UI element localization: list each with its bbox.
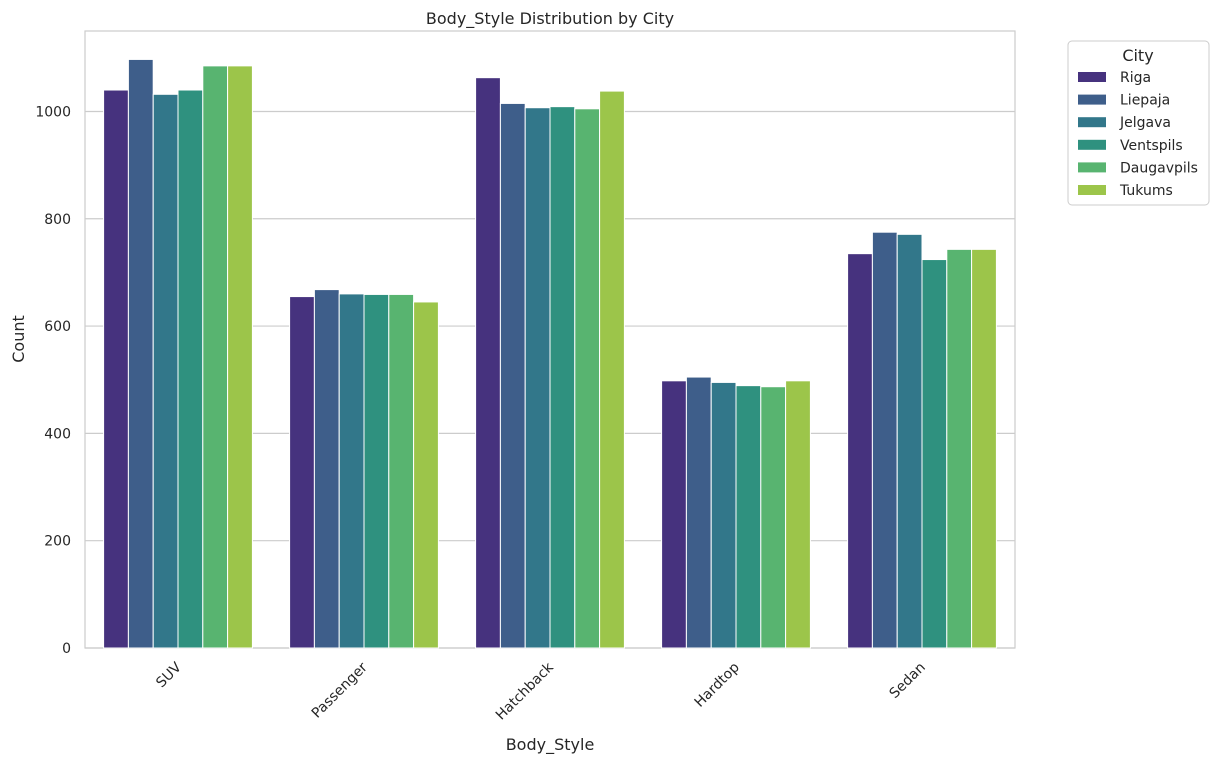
bar-hardtop-jelgava [710, 381, 737, 649]
bars [103, 58, 997, 649]
bar-hatchback-riga [475, 77, 501, 649]
legend-swatch [1078, 185, 1106, 195]
bar-suv-liepaja [127, 58, 154, 649]
chart-title: Body_Style Distribution by City [426, 9, 674, 29]
y-tick-label: 0 [62, 641, 71, 657]
bar-sedan-jelgava [896, 233, 923, 649]
legend-label: Liepaja [1120, 93, 1170, 109]
bar-passenger-ventspils [363, 293, 390, 649]
bar-hatchback-daugavpils [574, 108, 601, 649]
legend-label: Tukums [1119, 183, 1173, 199]
bar-hatchback-ventspils [549, 106, 576, 649]
bar-suv-tukums [227, 65, 253, 649]
x-tick-label: Sedan [887, 660, 929, 702]
legend-label: Riga [1120, 70, 1151, 86]
bar-sedan-ventspils [921, 259, 948, 649]
x-tick-label: SUV [153, 659, 185, 691]
legend-label: Daugavpils [1120, 160, 1198, 176]
legend-label: Ventspils [1120, 138, 1183, 154]
x-axis-title: Body_Style [506, 735, 595, 755]
y-tick-label: 600 [44, 319, 71, 335]
bar-passenger-tukums [413, 301, 439, 649]
x-tick-label: Hatchback [493, 659, 558, 724]
bar-suv-daugavpils [202, 65, 229, 649]
y-axis-title: Count [9, 315, 28, 363]
bar-hardtop-tukums [785, 380, 811, 649]
bar-hardtop-riga [661, 380, 687, 649]
y-axis-ticks: 0 200 400 600 800 1000 [35, 104, 71, 657]
legend-swatch [1078, 94, 1106, 105]
legend-swatch [1078, 139, 1106, 150]
bar-sedan-daugavpils [946, 248, 973, 649]
x-tick-label: Passenger [309, 659, 371, 721]
bar-passenger-jelgava [338, 293, 365, 649]
legend-label: Jelgava [1119, 115, 1171, 131]
legend-title: City [1122, 46, 1153, 65]
y-tick-label: 800 [44, 212, 71, 228]
bar-sedan-tukums [971, 248, 997, 649]
y-tick-label: 400 [44, 426, 71, 442]
bar-passenger-daugavpils [388, 293, 415, 649]
bar-suv-jelgava [152, 93, 179, 649]
bar-hardtop-daugavpils [760, 386, 787, 649]
bar-sedan-liepaja [871, 231, 898, 649]
legend-swatch [1078, 72, 1106, 82]
bar-passenger-liepaja [313, 289, 340, 649]
bar-hardtop-ventspils [735, 385, 762, 649]
bar-passenger-riga [289, 296, 315, 649]
x-tick-label: Hardtop [692, 659, 743, 710]
bar-hatchback-jelgava [524, 107, 551, 649]
y-tick-label: 1000 [35, 104, 71, 120]
bar-sedan-riga [847, 253, 873, 649]
bar-hardtop-liepaja [685, 376, 712, 649]
legend: City Riga Liepaja Jelgava Ventspils Daugavpi… [1067, 40, 1210, 206]
bar-suv-riga [103, 89, 129, 649]
bar-hatchback-liepaja [499, 102, 526, 649]
bar-hatchback-tukums [599, 90, 625, 649]
y-tick-label: 200 [44, 534, 71, 550]
x-axis-ticks: SUV Passenger Hatchback Hardtop Sedan [153, 659, 929, 724]
bar-suv-ventspils [177, 89, 204, 649]
legend-swatch [1078, 117, 1106, 128]
legend-swatch [1078, 162, 1106, 173]
